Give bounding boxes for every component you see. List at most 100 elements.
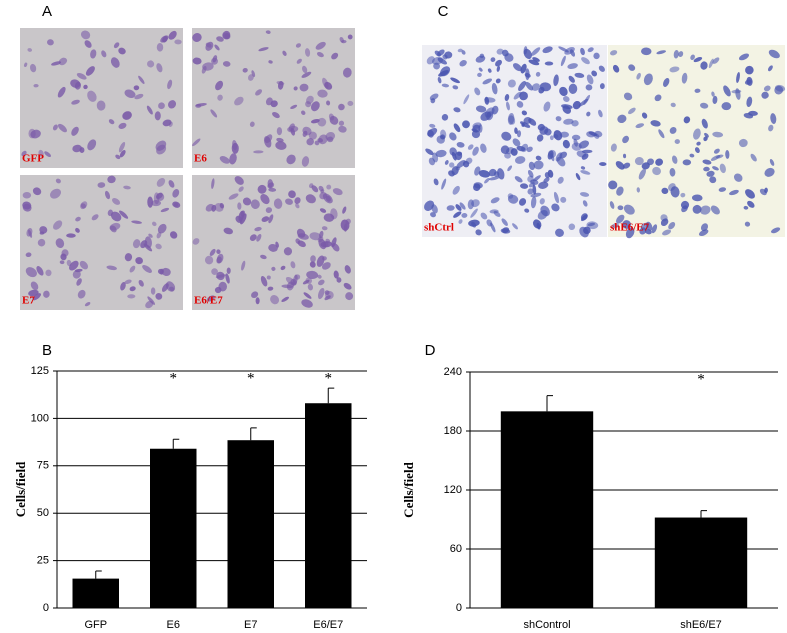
cell: [745, 65, 754, 75]
cell: [30, 281, 39, 291]
cell: [764, 187, 768, 194]
cell: [458, 219, 463, 224]
cell: [294, 197, 301, 205]
cell: [156, 177, 166, 187]
cell: [562, 139, 570, 149]
cell: [272, 111, 280, 119]
cell: [72, 144, 82, 153]
cell: [623, 204, 635, 215]
cell: [309, 232, 321, 241]
cell: [211, 57, 218, 65]
cell: [763, 85, 771, 92]
cell: [192, 57, 202, 65]
cell: [237, 202, 242, 210]
cell: [160, 207, 170, 213]
cell: [501, 218, 508, 226]
cell: [322, 77, 329, 89]
cell: [59, 260, 65, 265]
cell: [680, 200, 690, 209]
cell: [514, 176, 523, 183]
cell: [84, 301, 91, 307]
cell: [285, 276, 296, 286]
bar: [500, 411, 594, 608]
cell: [430, 98, 436, 104]
cell: [87, 139, 97, 151]
cell: [609, 201, 615, 209]
cell: [201, 65, 207, 74]
cell: [290, 104, 298, 110]
error-bar: [546, 395, 553, 412]
cell: [57, 86, 66, 98]
cell: [586, 74, 594, 85]
cell: [90, 49, 97, 59]
cell: [585, 84, 593, 91]
cell: [124, 253, 133, 262]
cell: [491, 105, 499, 115]
cell: [118, 47, 126, 55]
cell: [495, 59, 502, 67]
error-bar: [250, 427, 257, 441]
cell: [276, 137, 284, 143]
cell: [673, 50, 679, 59]
cell: [465, 157, 473, 165]
cell: [662, 229, 672, 236]
cell: [519, 91, 528, 101]
cell: [563, 118, 574, 125]
cell: [453, 211, 462, 218]
cell: [562, 105, 572, 114]
cell: [770, 227, 781, 234]
cell: [55, 178, 61, 184]
cell: [342, 206, 347, 214]
cell: [612, 64, 620, 73]
cell: [496, 65, 501, 72]
cell: [257, 184, 267, 194]
cell: [670, 102, 676, 108]
cell: [156, 192, 165, 201]
cell: [204, 255, 214, 265]
cell: [32, 293, 42, 301]
cell: [129, 286, 136, 292]
cell: [449, 162, 455, 168]
cell: [120, 282, 126, 291]
y-tick-label: 125: [31, 365, 49, 377]
cell: [135, 257, 143, 265]
cell: [683, 116, 691, 124]
cell: [109, 225, 117, 233]
cell: [501, 131, 512, 141]
cell: [255, 297, 260, 305]
cell: [85, 66, 95, 76]
cell: [625, 227, 635, 239]
cell: [504, 94, 510, 102]
cell: [641, 112, 648, 119]
cell: [119, 210, 129, 219]
cell: [97, 182, 106, 188]
cell: [533, 160, 544, 170]
cell: [106, 265, 117, 271]
cell: [532, 57, 540, 62]
cell: [317, 138, 324, 143]
cell: [559, 131, 569, 138]
error-bar: [700, 510, 707, 518]
cell: [587, 47, 594, 53]
cell: [22, 191, 32, 199]
cell: [543, 101, 551, 112]
cell: [516, 130, 522, 138]
cell: [502, 49, 509, 57]
cell: [134, 93, 144, 100]
cell: [322, 241, 329, 248]
cell: [214, 203, 224, 212]
cell: [696, 141, 701, 146]
cell: [132, 239, 141, 249]
cell: [305, 194, 316, 204]
bar: [654, 517, 748, 608]
cell: [425, 148, 434, 156]
cell: [324, 290, 330, 295]
cell: [318, 279, 325, 286]
cell: [622, 162, 631, 169]
cell: [329, 115, 339, 125]
cell: [226, 267, 231, 274]
cell: [457, 48, 463, 53]
cell: [143, 243, 153, 252]
cell: [452, 85, 459, 90]
